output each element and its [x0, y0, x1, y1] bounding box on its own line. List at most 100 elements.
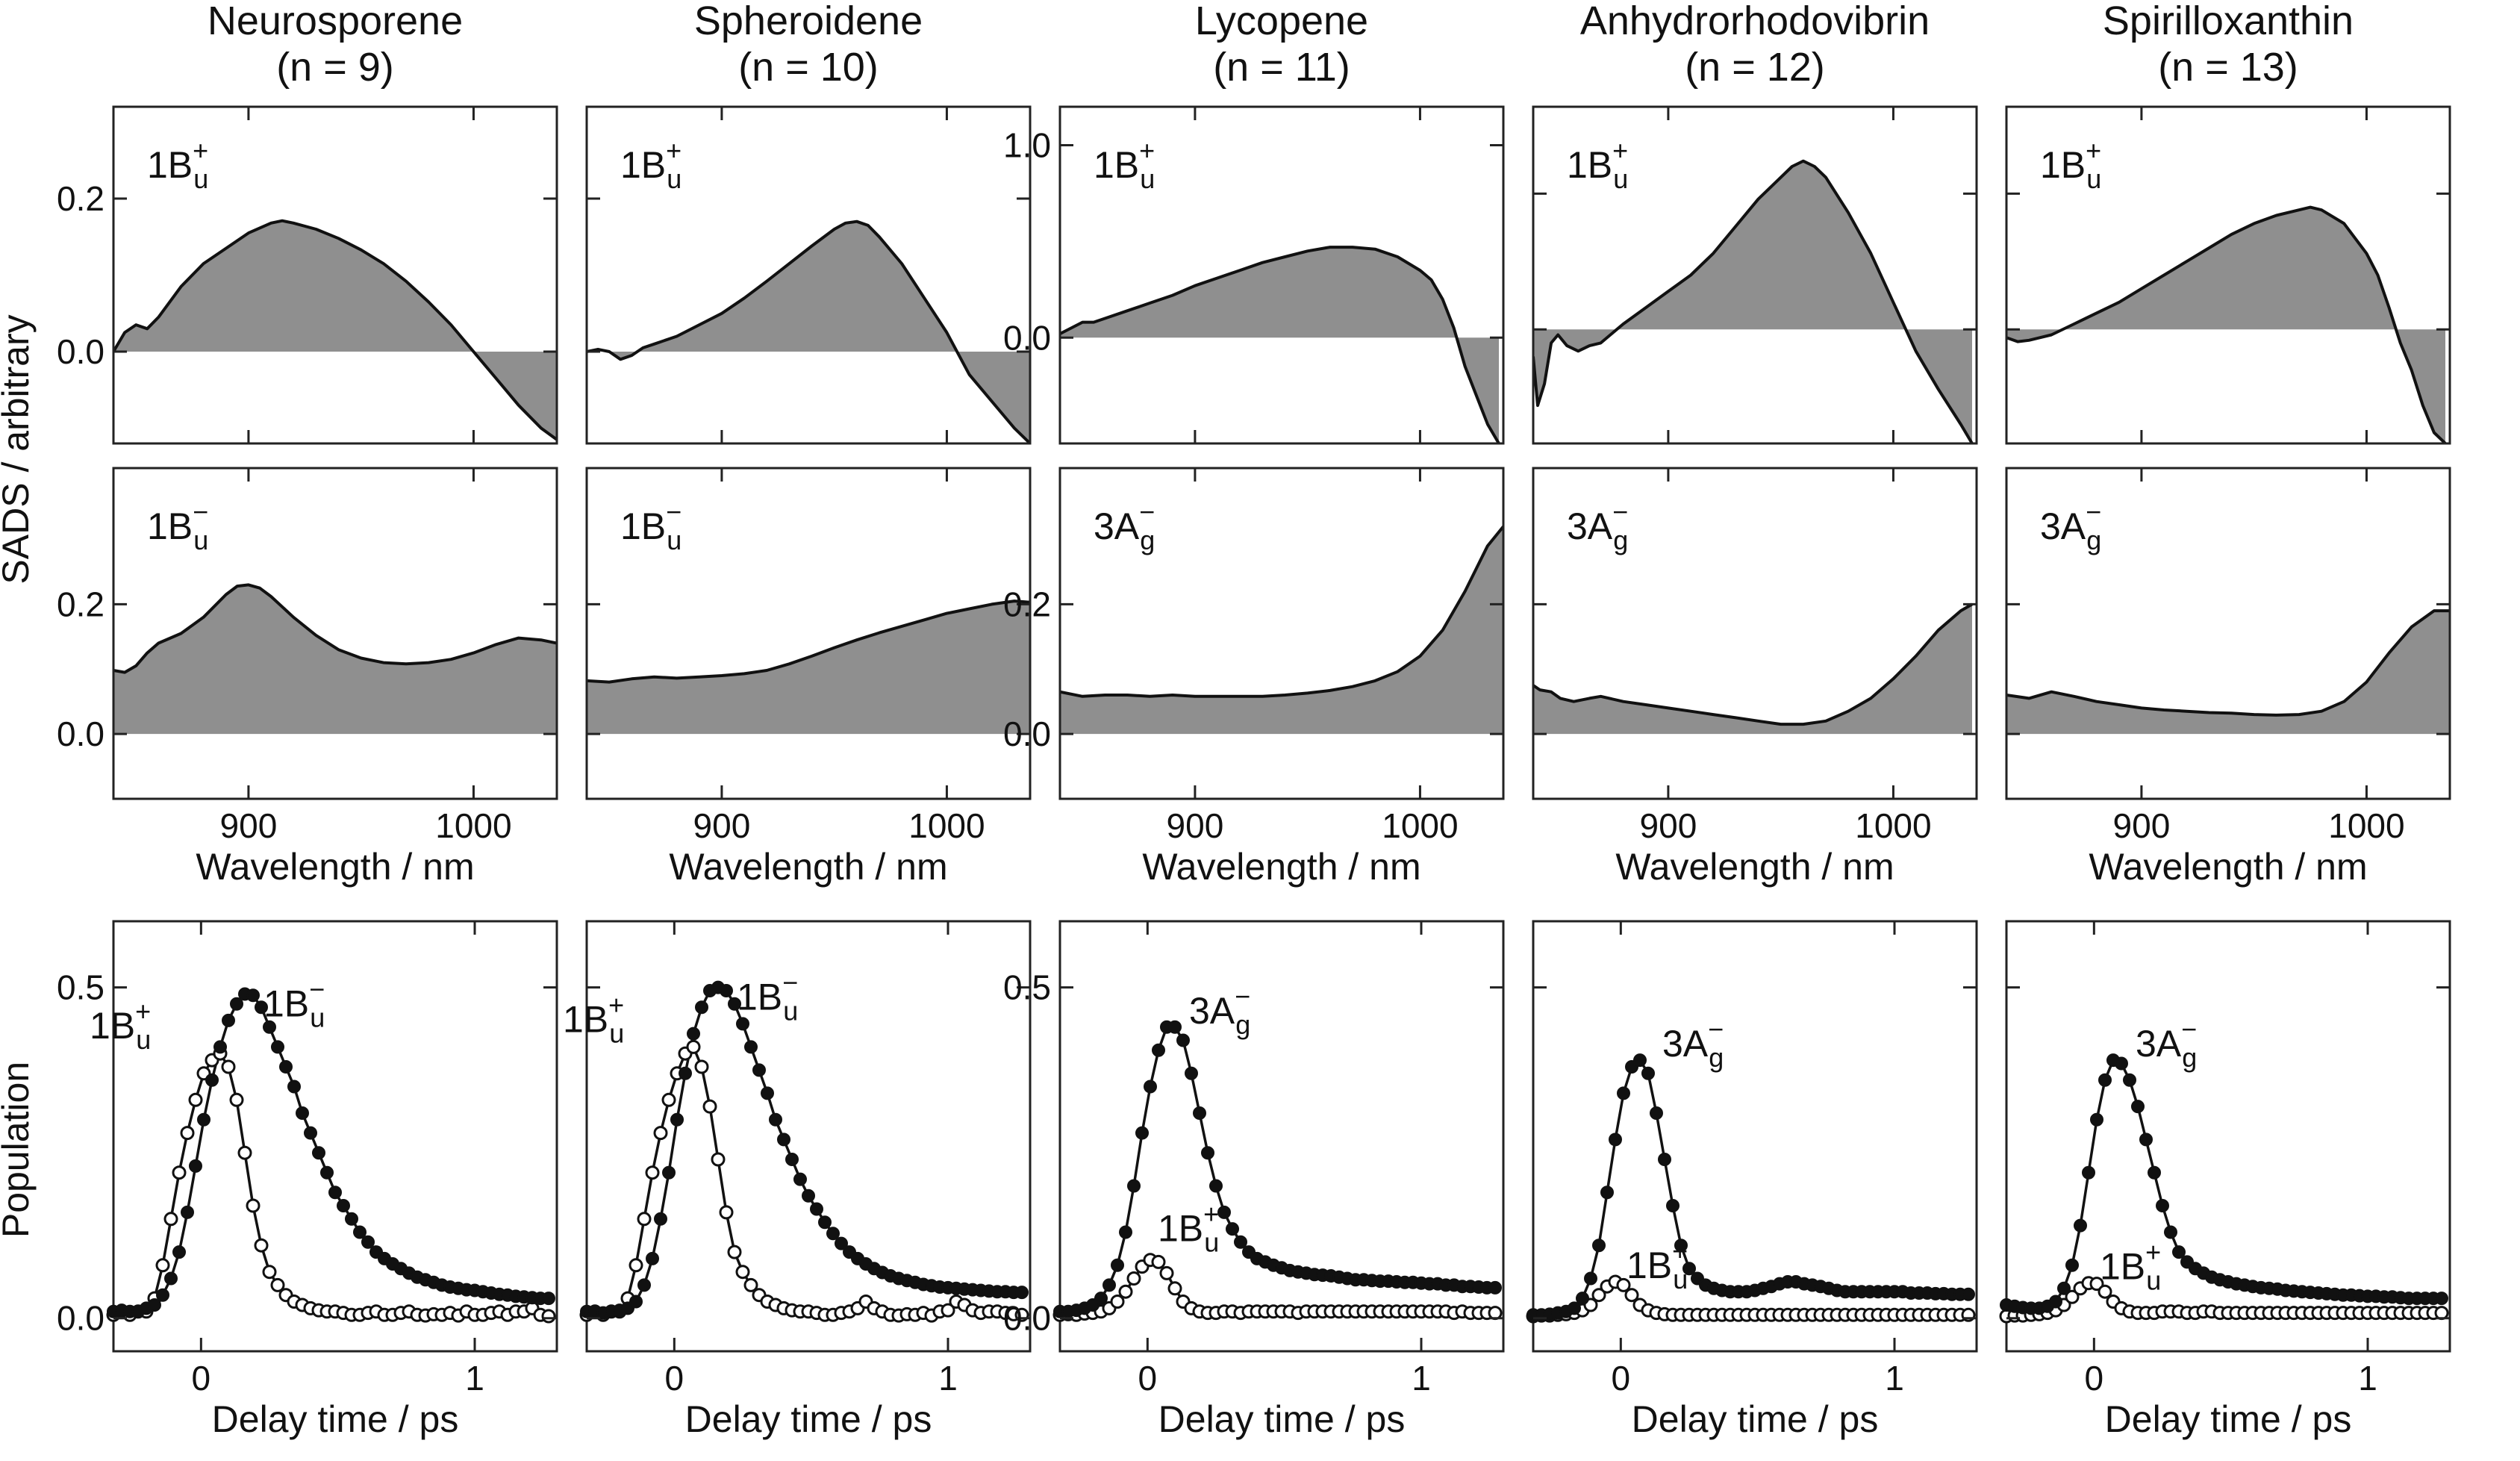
data-point-filled: [670, 1112, 684, 1127]
data-point-filled: [1650, 1106, 1663, 1120]
data-point-open: [221, 1059, 236, 1074]
data-point-filled: [296, 1106, 309, 1120]
y-tick-label: 0.2: [57, 179, 105, 218]
x-axis-label: Wavelength / nm: [2089, 846, 2367, 888]
spectrum-area: [2006, 207, 2445, 443]
data-point-open: [1616, 1277, 1631, 1292]
data-point-filled: [769, 1112, 782, 1127]
data-point-filled: [728, 997, 741, 1011]
data-point-filled: [1111, 1258, 1124, 1272]
panel-subtitle: (n = 11): [1213, 45, 1350, 90]
data-point-open: [686, 1039, 701, 1054]
sads-panel-top-4: 1B+ u: [2005, 105, 2451, 445]
data-point-filled: [222, 1013, 235, 1027]
data-point-filled: [2049, 1295, 2062, 1309]
data-point-filled: [1617, 1086, 1630, 1100]
data-point-open: [1624, 1288, 1639, 1303]
data-point-filled: [1592, 1239, 1606, 1253]
data-point-filled: [263, 1020, 276, 1034]
data-point-open: [262, 1265, 277, 1280]
spectrum-area: [1060, 247, 1499, 443]
data-point-filled: [1176, 1033, 1190, 1047]
plot-area: [1533, 602, 1973, 735]
data-point-filled: [353, 1225, 367, 1239]
y-tick-label: 0.0: [1003, 714, 1051, 753]
data-point-filled: [785, 1153, 799, 1166]
data-point-filled: [2139, 1133, 2153, 1147]
plot-area: [1533, 159, 1974, 443]
spectrum-line: [1533, 602, 1973, 726]
data-point-filled: [328, 1186, 342, 1200]
spectrum-line: [113, 583, 557, 674]
data-point-filled: [2148, 1165, 2161, 1180]
data-point-open: [645, 1165, 660, 1180]
x-tick-label: 900: [1167, 806, 1224, 845]
panel-title: Neurosporene: [208, 0, 463, 43]
data-point-open: [188, 1092, 203, 1107]
panel-title: Anhydrorhodovibrin: [1580, 0, 1930, 43]
data-point-open: [237, 1145, 252, 1160]
x-axis-label: Delay time / ps: [685, 1398, 932, 1440]
data-point-open: [1159, 1265, 1174, 1280]
data-point-open: [155, 1258, 170, 1273]
y-tick-label: 0.5: [1003, 968, 1051, 1007]
spectrum-area: [113, 585, 557, 735]
state-label: 1B+ u: [2040, 135, 2101, 194]
state-label: 1B+ u: [620, 135, 682, 194]
data-point-filled: [205, 1073, 219, 1087]
state-label: 3A− g: [2136, 1014, 2197, 1073]
data-point-filled: [2074, 1218, 2087, 1233]
data-point-filled: [2082, 1165, 2095, 1180]
y-tick-label: 1.0: [1003, 126, 1051, 165]
data-point-filled: [1666, 1199, 1680, 1212]
panel-title: Lycopene: [1195, 0, 1368, 43]
plot-area: [113, 583, 557, 735]
data-point-open: [1126, 1271, 1141, 1286]
data-point-open: [1591, 1288, 1606, 1303]
data-point-filled: [2098, 1073, 2112, 1087]
x-axis-label: Delay time / ps: [1158, 1398, 1406, 1440]
data-point-filled: [1609, 1133, 1622, 1147]
y-tick-label: 0.0: [1003, 1299, 1051, 1338]
data-point-filled: [345, 1212, 358, 1226]
data-point-filled: [542, 1292, 555, 1306]
x-tick-label: 0: [192, 1359, 211, 1398]
data-point-filled: [156, 1288, 169, 1302]
data-point-filled: [1658, 1153, 1671, 1166]
data-point-open: [711, 1152, 726, 1167]
state-label: 1B− u: [620, 496, 682, 555]
x-tick-label: 1: [938, 1359, 958, 1398]
panel-title: Spheroidene: [694, 0, 923, 43]
state-label: 3A− g: [1189, 981, 1250, 1040]
data-point-filled: [361, 1235, 375, 1249]
panel-frame: [112, 467, 558, 800]
data-point-open: [719, 1205, 734, 1220]
x-tick-label: 1: [1885, 1359, 1904, 1398]
panel-frame: [585, 105, 1032, 445]
data-point-open: [229, 1092, 244, 1107]
data-point-filled: [230, 997, 243, 1011]
data-point-filled: [736, 1017, 749, 1031]
data-point-filled: [654, 1212, 667, 1226]
data-point-filled: [695, 1000, 708, 1015]
data-point-filled: [2435, 1292, 2448, 1306]
state-label: 1B− u: [737, 968, 798, 1027]
data-point-filled: [164, 1271, 178, 1286]
data-point-filled: [1641, 1066, 1655, 1080]
data-point-filled: [246, 988, 260, 1003]
data-point-filled: [1576, 1292, 1589, 1306]
data-point-filled: [1234, 1235, 1247, 1249]
y-tick-label: 0.0: [1003, 318, 1051, 357]
sads-panel-top-3: 1B+ u: [1532, 105, 1978, 445]
state-label: 1B+ u: [147, 135, 208, 194]
data-point-filled: [1584, 1271, 1597, 1286]
spectrum-line: [1533, 159, 1974, 443]
data-point-filled: [172, 1245, 186, 1259]
data-point-open: [163, 1212, 178, 1227]
panel-frame: [585, 920, 1032, 1353]
y-axis-label-population: Population: [0, 1062, 37, 1238]
